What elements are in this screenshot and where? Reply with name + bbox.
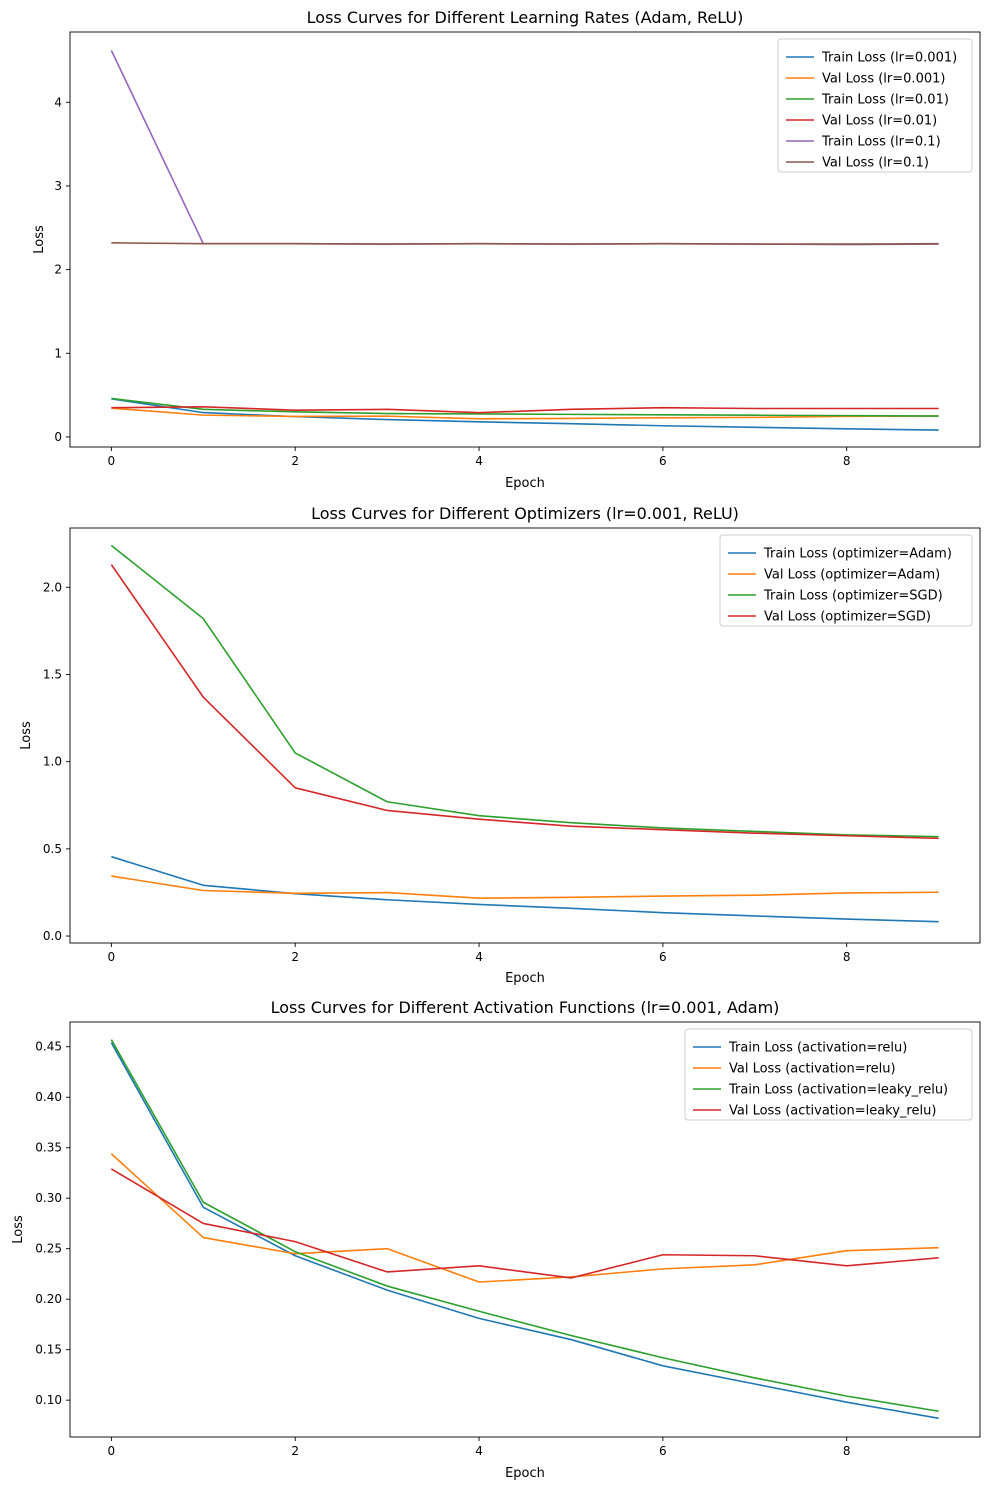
series-line-4 (110, 564, 939, 840)
series-line-3 (110, 544, 939, 838)
legend-entry: Val Loss (lr=0.1) (822, 156, 929, 171)
legend: Train Loss (optimizer=Adam) Val Loss (opt… (719, 534, 973, 627)
series-line-2 (111, 407, 939, 420)
x-tick-label: 2 (291, 950, 299, 964)
chart-title: Loss Curves for Different Optimizers (lr… (311, 504, 739, 523)
y-axis-label: Loss (11, 1215, 26, 1244)
legend-entry: Val Loss (activation=leaky_relu) (729, 1104, 936, 1119)
y-tick-label: 0.40 (35, 1090, 62, 1104)
y-tick-label: 0.45 (35, 1040, 62, 1054)
legend-entry: Val Loss (optimizer=Adam) (764, 568, 940, 583)
x-tick-label: 4 (475, 950, 483, 964)
chart-panel-2: Loss Curves for Different Optimizers (lr… (19, 504, 981, 986)
legend-entry: Train Loss (optimizer=Adam) (763, 547, 952, 562)
y-tick-label: 0.0 (43, 929, 62, 943)
legend: Train Loss (lr=0.001) Val Loss (lr=0.001)… (777, 38, 973, 173)
y-axis-label: Loss (32, 225, 47, 254)
series-line-2 (111, 875, 939, 899)
x-axis-label: Epoch (505, 971, 545, 986)
plot-area (69, 527, 981, 944)
y-tick-label: 0.30 (35, 1191, 62, 1205)
legend-entry: Val Loss (lr=0.001) (822, 72, 945, 87)
series-line-1 (110, 1042, 939, 1420)
x-tick-label: 0 (108, 454, 116, 468)
legend-box (719, 534, 973, 627)
plot-area (69, 1021, 981, 1438)
legend-entry: Val Loss (activation=relu) (729, 1062, 896, 1077)
x-tick-label: 0 (108, 950, 116, 964)
series-line-4 (110, 1168, 939, 1279)
x-axis-label: Epoch (505, 1466, 545, 1481)
x-tick-label: 4 (475, 1444, 483, 1458)
series-line-3 (111, 397, 939, 417)
legend-entry: Train Loss (activation=leaky_relu) (728, 1083, 948, 1098)
y-tick-label: 0.5 (43, 842, 62, 856)
series-lines (110, 1039, 939, 1420)
y-tick-label: 0.15 (35, 1343, 62, 1357)
plot-area (69, 31, 981, 448)
chart-title: Loss Curves for Different Learning Rates… (307, 8, 744, 27)
legend-entry: Train Loss (lr=0.1) (821, 135, 941, 150)
chart-panel-3: Loss Curves for Different Activation Fun… (11, 998, 981, 1481)
x-tick-label: 6 (659, 1444, 667, 1458)
y-tick-label: 4 (54, 95, 62, 109)
legend-entry: Train Loss (lr=0.01) (821, 93, 949, 108)
x-tick-label: 2 (291, 1444, 299, 1458)
y-tick-label: 0.35 (35, 1141, 62, 1155)
series-line-3 (110, 1039, 939, 1413)
y-tick-label: 1.0 (43, 755, 62, 769)
chart-title: Loss Curves for Different Activation Fun… (271, 998, 780, 1017)
y-tick-label: 0.25 (35, 1242, 62, 1256)
y-axis-label: Loss (19, 721, 34, 750)
x-tick-label: 0 (108, 1444, 116, 1458)
legend-entry: Train Loss (lr=0.001) (821, 51, 957, 66)
legend-box (777, 38, 973, 173)
legend-entry: Val Loss (optimizer=SGD) (764, 610, 931, 625)
chart-panel-1: Loss Curves for Different Learning Rates… (32, 8, 981, 491)
series-line-4 (111, 406, 939, 414)
series-line-2 (110, 1153, 939, 1283)
x-tick-label: 8 (843, 950, 851, 964)
y-tick-label: 1.5 (43, 667, 62, 681)
legend-entry: Train Loss (activation=relu) (728, 1041, 907, 1056)
x-tick-label: 4 (475, 454, 483, 468)
y-tick-label: 0.10 (35, 1393, 62, 1407)
series-line-1 (111, 398, 939, 431)
y-tick-label: 2 (54, 263, 62, 277)
series-line-6 (111, 242, 939, 245)
y-tick-label: 1 (54, 346, 62, 360)
y-tick-label: 3 (54, 179, 62, 193)
series-lines (110, 50, 939, 431)
y-tick-label: 0.20 (35, 1292, 62, 1306)
series-lines (110, 544, 939, 923)
y-tick-label: 2.0 (43, 580, 62, 594)
x-tick-label: 6 (659, 454, 667, 468)
x-tick-label: 8 (843, 1444, 851, 1458)
legend-entry: Train Loss (optimizer=SGD) (763, 589, 943, 604)
legend-entry: Val Loss (lr=0.01) (822, 114, 937, 129)
y-tick-label: 0 (54, 430, 62, 444)
x-axis-label: Epoch (505, 476, 545, 491)
x-tick-label: 8 (843, 454, 851, 468)
x-tick-label: 2 (291, 454, 299, 468)
series-line-1 (111, 855, 939, 923)
legend-box (684, 1028, 973, 1121)
x-tick-label: 6 (659, 950, 667, 964)
legend: Train Loss (activation=relu) Val Loss (ac… (684, 1028, 973, 1121)
